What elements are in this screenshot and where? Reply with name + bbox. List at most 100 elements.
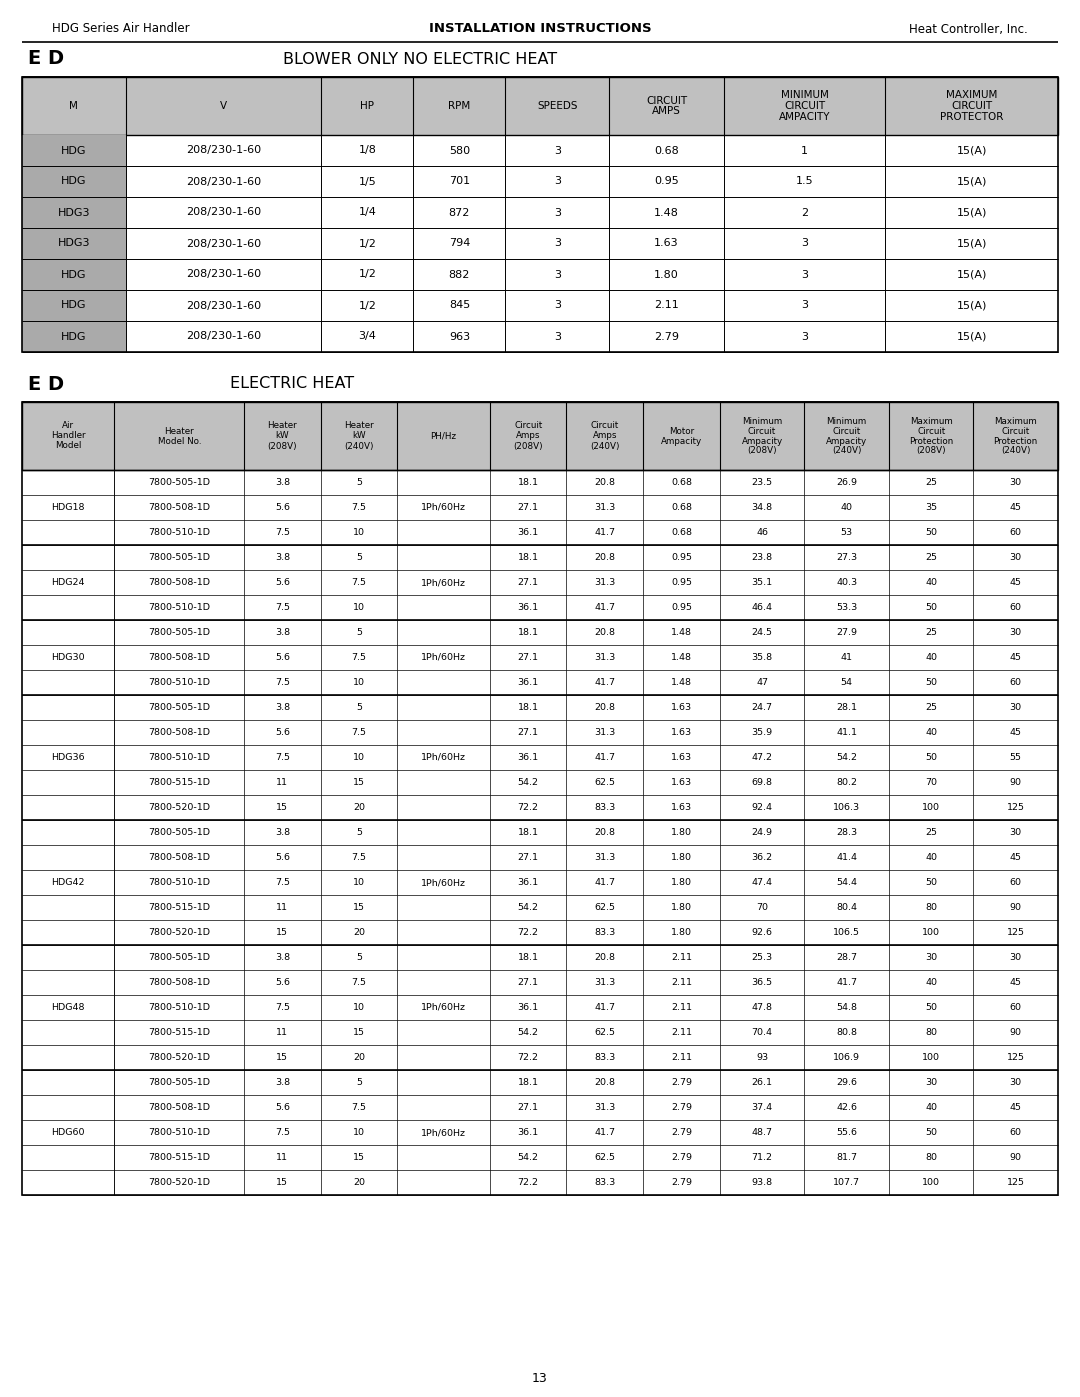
Text: E D: E D [28, 374, 64, 394]
Text: 1/4: 1/4 [359, 208, 376, 218]
Text: 25: 25 [926, 553, 937, 562]
Text: 10: 10 [353, 1127, 365, 1137]
Text: PH/Hz: PH/Hz [431, 432, 457, 440]
Text: 93.8: 93.8 [752, 1178, 772, 1187]
Text: 882: 882 [448, 270, 470, 279]
Text: 1.80: 1.80 [671, 928, 692, 937]
Text: Heat Controller, Inc.: Heat Controller, Inc. [909, 22, 1028, 35]
Text: 40: 40 [926, 978, 937, 988]
Text: 46.4: 46.4 [752, 604, 772, 612]
Text: RPM: RPM [448, 101, 471, 110]
Text: 3: 3 [554, 145, 561, 155]
Text: Protection: Protection [994, 436, 1038, 446]
Text: 0.68: 0.68 [671, 503, 692, 511]
Text: Protection: Protection [909, 436, 954, 446]
Text: 872: 872 [448, 208, 470, 218]
Text: 3: 3 [554, 300, 561, 310]
Text: 107.7: 107.7 [833, 1178, 860, 1187]
Text: 20: 20 [353, 803, 365, 812]
Text: 580: 580 [449, 145, 470, 155]
Text: 0.68: 0.68 [654, 145, 679, 155]
Text: 5.6: 5.6 [275, 728, 289, 738]
Text: 7800-508-1D: 7800-508-1D [148, 854, 211, 862]
Text: Amps: Amps [593, 432, 617, 440]
Text: 13: 13 [532, 1372, 548, 1386]
Text: 7800-520-1D: 7800-520-1D [148, 1053, 211, 1062]
Text: 40: 40 [926, 854, 937, 862]
Text: 1.63: 1.63 [671, 703, 692, 712]
Text: HDG18: HDG18 [52, 503, 85, 511]
Text: 36.1: 36.1 [517, 604, 539, 612]
Text: V: V [220, 101, 227, 110]
Text: Ampacity: Ampacity [661, 436, 702, 446]
Text: 18.1: 18.1 [517, 478, 539, 488]
Text: 3.8: 3.8 [274, 1078, 289, 1087]
Text: 1/2: 1/2 [359, 270, 376, 279]
Text: Model: Model [55, 441, 81, 450]
Text: 60: 60 [1010, 877, 1022, 887]
Text: 208/230-1-60: 208/230-1-60 [186, 270, 261, 279]
Text: 1.63: 1.63 [671, 803, 692, 812]
Text: 7800-515-1D: 7800-515-1D [148, 902, 211, 912]
Bar [22, 258, 125, 291]
Text: 1/2: 1/2 [359, 300, 376, 310]
Text: 54.2: 54.2 [836, 753, 858, 761]
Text: 208/230-1-60: 208/230-1-60 [186, 300, 261, 310]
Text: 41.7: 41.7 [594, 1003, 616, 1011]
Text: Heater: Heater [345, 422, 374, 430]
Text: 41.1: 41.1 [836, 728, 858, 738]
Text: 100: 100 [922, 1178, 941, 1187]
Text: 7800-510-1D: 7800-510-1D [148, 753, 211, 761]
Bar [22, 197, 125, 228]
Text: 3: 3 [801, 331, 808, 341]
Text: 15: 15 [276, 803, 288, 812]
Text: 27.3: 27.3 [836, 553, 858, 562]
Text: HDG: HDG [62, 300, 86, 310]
Text: Circuit: Circuit [748, 426, 777, 436]
Text: Ampacity: Ampacity [742, 436, 783, 446]
Text: AMPS: AMPS [652, 106, 681, 116]
Text: 106.5: 106.5 [833, 928, 860, 937]
Text: 60: 60 [1010, 1003, 1022, 1011]
Text: SPEEDS: SPEEDS [537, 101, 578, 110]
Text: 53: 53 [840, 528, 853, 536]
Text: 10: 10 [353, 753, 365, 761]
Text: 15(A): 15(A) [957, 331, 987, 341]
Text: 31.3: 31.3 [594, 652, 616, 662]
Text: Circuit: Circuit [917, 426, 945, 436]
Text: 5: 5 [356, 553, 362, 562]
Text: 7800-508-1D: 7800-508-1D [148, 652, 211, 662]
Text: 54.4: 54.4 [836, 877, 858, 887]
Text: 92.6: 92.6 [752, 928, 772, 937]
Text: 7800-505-1D: 7800-505-1D [148, 1078, 211, 1087]
Text: HDG: HDG [62, 176, 86, 187]
Text: 83.3: 83.3 [594, 928, 616, 937]
Text: HDG42: HDG42 [52, 877, 85, 887]
Text: 7.5: 7.5 [275, 1127, 289, 1137]
Text: M: M [69, 101, 78, 110]
Text: 70: 70 [756, 902, 768, 912]
Text: Circuit: Circuit [833, 426, 861, 436]
Text: 7800-505-1D: 7800-505-1D [148, 629, 211, 637]
Text: 15(A): 15(A) [957, 208, 987, 218]
Text: 37.4: 37.4 [752, 1104, 772, 1112]
Text: 90: 90 [1010, 902, 1022, 912]
Text: 41.4: 41.4 [836, 854, 858, 862]
Text: CIRCUIT: CIRCUIT [784, 101, 825, 110]
Text: 3.8: 3.8 [274, 703, 289, 712]
Text: 47.4: 47.4 [752, 877, 772, 887]
Text: 2.11: 2.11 [671, 1053, 692, 1062]
Text: Circuit: Circuit [591, 422, 619, 430]
Text: 10: 10 [353, 678, 365, 687]
Text: HDG: HDG [62, 145, 86, 155]
Text: 40: 40 [926, 1104, 937, 1112]
Text: 70.4: 70.4 [752, 1028, 772, 1037]
Text: 7.5: 7.5 [275, 1003, 289, 1011]
Text: Handler: Handler [51, 432, 85, 440]
Text: 7.5: 7.5 [275, 528, 289, 536]
Text: 31.3: 31.3 [594, 1104, 616, 1112]
Text: 1.80: 1.80 [671, 828, 692, 837]
Text: 41.7: 41.7 [594, 678, 616, 687]
Text: 5: 5 [356, 478, 362, 488]
Text: 7.5: 7.5 [352, 578, 366, 587]
